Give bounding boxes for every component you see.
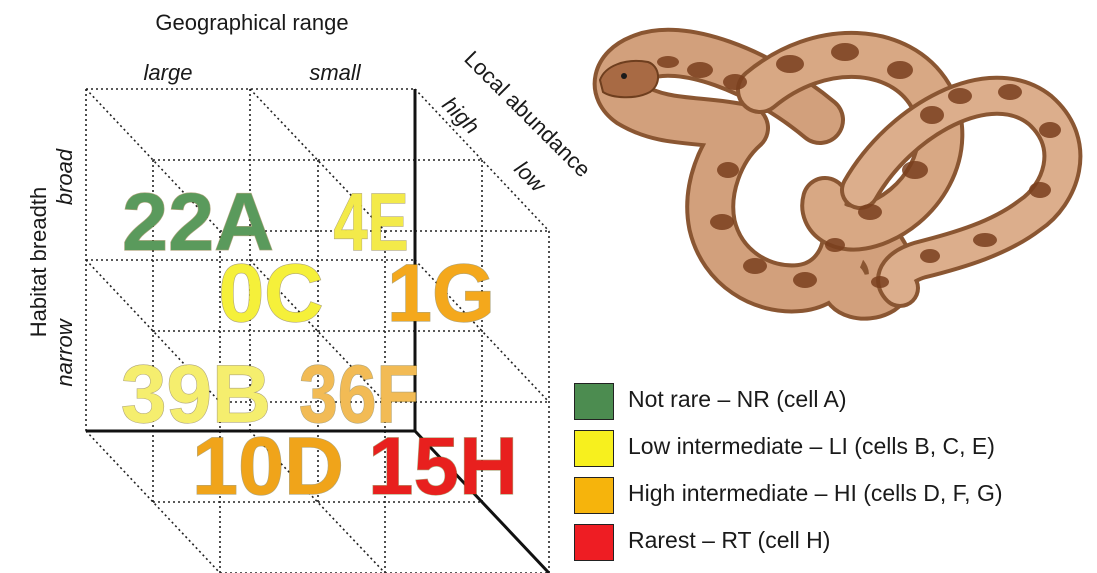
- cube-grid: [85, 88, 550, 573]
- cube-solid-edges: [86, 89, 551, 573]
- legend-item-nr: Not rare – NR (cell A): [574, 383, 1094, 430]
- legend-item-hi: High intermediate – HI (cells D, F, G): [574, 477, 1094, 524]
- legend-item-li: Low intermediate – LI (cells B, C, E): [574, 430, 1094, 477]
- narrow-label: narrow: [52, 317, 77, 386]
- legend-swatch-li: [574, 430, 614, 467]
- large-label: large: [144, 60, 193, 85]
- legend-label-hi: High intermediate – HI (cells D, F, G): [628, 480, 1003, 506]
- snake-illustration: [592, 27, 1083, 321]
- broad-label: broad: [52, 148, 77, 205]
- legend-swatch-hi: [574, 477, 614, 514]
- cell-b: 39B: [121, 349, 271, 440]
- legend-swatch-nr: [574, 383, 614, 420]
- cell-g: 1G: [387, 248, 495, 339]
- cell-labels: 22A 4E 0C 1G 39B 36F 10D 15H: [120, 176, 518, 512]
- legend-label-li: Low intermediate – LI (cells B, C, E): [628, 433, 995, 459]
- legend-label-nr: Not rare – NR (cell A): [628, 386, 847, 412]
- cell-a: 22A: [122, 177, 274, 268]
- cell-f: 36F: [299, 349, 419, 440]
- low-label: low: [509, 156, 552, 199]
- cell-h: 15H: [368, 421, 518, 512]
- legend: Not rare – NR (cell A) Low intermediate …: [574, 383, 1094, 571]
- legend-item-rt: Rarest – RT (cell H): [574, 524, 1094, 571]
- geo-range-label: Geographical range: [155, 10, 348, 35]
- cell-d: 10D: [192, 421, 344, 512]
- small-label: small: [309, 60, 361, 85]
- legend-label-rt: Rarest – RT (cell H): [628, 527, 831, 553]
- habitat-breadth-label: Habitat breadth: [26, 187, 51, 337]
- legend-swatch-rt: [574, 524, 614, 561]
- cell-e: 4E: [334, 177, 409, 268]
- cell-c: 0C: [219, 248, 324, 339]
- high-label: high: [437, 92, 484, 139]
